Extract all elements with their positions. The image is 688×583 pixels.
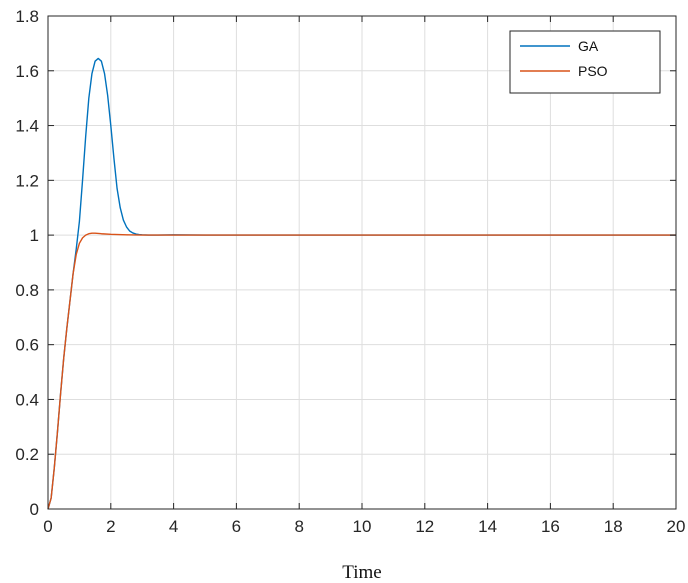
y-tick-label: 0.6 [15,336,39,355]
x-tick-label: 16 [541,517,560,536]
x-tick-label: 14 [478,517,497,536]
y-tick-label: 0.8 [15,281,39,300]
x-tick-label: 4 [169,517,178,536]
x-tick-label: 18 [604,517,623,536]
legend-label-ga: GA [578,38,599,54]
x-tick-label: 8 [294,517,303,536]
x-tick-label: 6 [232,517,241,536]
x-axis-label: Time [342,562,381,583]
x-tick-label: 10 [353,517,372,536]
legend-label-pso: PSO [578,63,608,79]
x-tick-label: 12 [415,517,434,536]
series-line-pso [47,232,676,510]
legend: GA PSO [509,30,661,94]
y-tick-label: 1.6 [15,62,39,81]
y-tick-labels: 0 0.2 0.4 0.6 0.8 1 1.2 1.4 1.6 1.8 [15,7,39,519]
y-tick-label: 0.2 [15,445,39,464]
x-tick-label: 0 [43,517,52,536]
y-tick-label: 1.4 [15,117,39,136]
y-tick-label: 1 [30,226,39,245]
y-tick-label: 0 [30,500,39,519]
x-tick-label: 2 [106,517,115,536]
x-tick-labels: 0 2 4 6 8 10 12 14 16 18 20 [43,517,685,536]
y-tick-label: 1.2 [15,171,39,190]
legend-box [509,30,661,94]
y-tick-label: 0.4 [15,390,39,409]
y-tick-label: 1.8 [15,7,39,26]
ticks [47,15,677,510]
series-group [47,57,676,510]
x-tick-label: 20 [667,517,686,536]
